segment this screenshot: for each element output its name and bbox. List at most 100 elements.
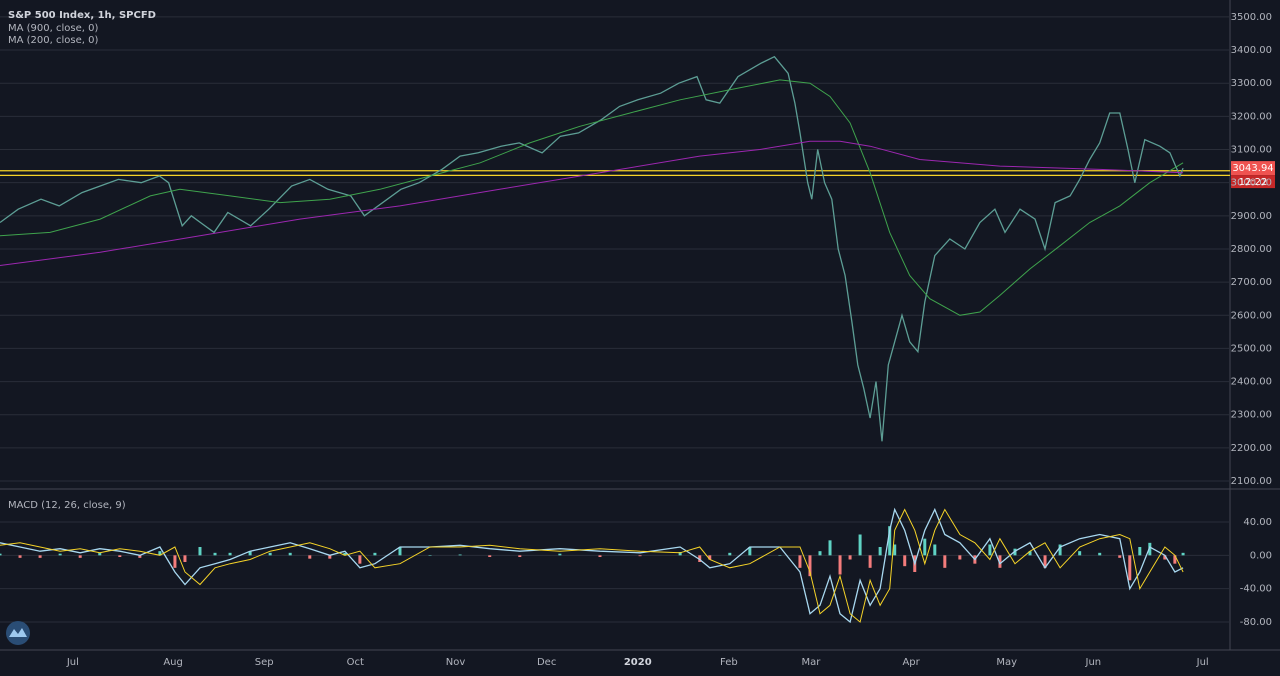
histogram-bar <box>1098 552 1102 556</box>
x-tick-label: Dec <box>537 657 556 668</box>
histogram-bar <box>1043 555 1047 568</box>
y-tick-label: 2600.00 <box>1231 310 1272 321</box>
series-line <box>0 79 1184 316</box>
y-tick-label: 3500.00 <box>1231 12 1272 23</box>
histogram-bar <box>343 552 347 556</box>
last-price-label: 3043.94 <box>1232 163 1273 174</box>
x-tick-label: May <box>996 657 1017 668</box>
histogram-bar <box>828 540 832 556</box>
histogram-bar <box>373 552 377 556</box>
logo-icon <box>9 628 27 637</box>
histogram-bar <box>878 547 882 556</box>
histogram-bar <box>18 555 22 558</box>
x-tick-label: Sep <box>255 657 274 668</box>
histogram-bar <box>458 554 462 556</box>
y-tick-label: 3300.00 <box>1231 78 1272 89</box>
y-tick-label: 2700.00 <box>1231 277 1272 288</box>
countdown-label: 12:22 <box>1239 177 1268 188</box>
histogram-bar <box>98 552 102 556</box>
histogram-bar <box>268 552 272 556</box>
histogram-bar <box>118 555 122 557</box>
legend-entry: MA (200, close, 0) <box>8 35 98 46</box>
histogram-bar <box>213 552 217 556</box>
x-tick-label: Feb <box>720 657 738 668</box>
y-tick-label: -40.00 <box>1240 584 1272 595</box>
histogram-bar <box>288 552 292 556</box>
histogram-bar <box>698 555 702 562</box>
y-tick-label: 3200.00 <box>1231 111 1272 122</box>
histogram-bar <box>78 555 82 558</box>
histogram-bar <box>998 555 1002 568</box>
histogram-bar <box>38 555 42 558</box>
y-tick-label: 2500.00 <box>1231 343 1272 354</box>
histogram-bar <box>708 555 712 560</box>
histogram-bar <box>888 526 892 556</box>
x-tick-label: Jul <box>1196 657 1209 668</box>
y-tick-label: 2400.00 <box>1231 377 1272 388</box>
histogram-bar <box>398 547 402 556</box>
histogram-bar <box>1028 551 1032 556</box>
histogram-bar <box>808 555 812 577</box>
histogram-bar <box>1078 551 1082 556</box>
labels: Jul Aug Sep Oct Nov Dec 2020 Feb Mar Apr May Jun Jul… <box>8 10 1274 668</box>
histogram-bar <box>778 555 782 556</box>
histogram-bar <box>748 547 752 556</box>
histogram-bar <box>923 538 927 556</box>
histogram-bar <box>1163 555 1167 560</box>
y-tick-label: 2100.00 <box>1231 476 1272 487</box>
y-tick-label: 40.00 <box>1243 517 1272 528</box>
x-tick-label: Mar <box>801 657 821 668</box>
histogram-bar <box>858 534 862 556</box>
chart-title: S&P 500 Index, 1h, SPCFD <box>8 10 156 21</box>
histogram-bar <box>868 555 872 568</box>
histogram-bar <box>173 555 177 568</box>
series-line <box>0 508 1184 623</box>
y-tick-label: 3400.00 <box>1231 45 1272 56</box>
x-tick-label: Jul <box>66 657 79 668</box>
histogram-bar <box>678 552 682 556</box>
histogram-bar <box>1181 552 1185 556</box>
y-tick-label: 2300.00 <box>1231 410 1272 421</box>
histogram-bar <box>558 553 562 556</box>
histogram-bar <box>638 555 642 557</box>
histogram-bar <box>958 555 962 560</box>
x-tick-label: Apr <box>902 657 920 668</box>
histogram-bar <box>198 547 202 556</box>
x-tick-label: Oct <box>347 657 364 668</box>
histogram-bar <box>328 555 332 559</box>
y-tick-label: 2900.00 <box>1231 211 1272 222</box>
histogram-bar <box>1058 544 1062 556</box>
histogram-bar <box>598 555 602 557</box>
grid <box>0 16 1230 623</box>
histogram-bar <box>158 551 162 556</box>
y-tick-label: -80.00 <box>1240 617 1272 628</box>
x-tick-label: Jun <box>1085 657 1102 668</box>
x-tick-label: Aug <box>163 657 183 668</box>
countdown-box <box>1231 175 1275 189</box>
histogram-bar <box>183 555 187 562</box>
histogram-bar <box>488 555 492 557</box>
histogram-bar <box>933 544 937 556</box>
histogram-bar <box>893 544 897 556</box>
histogram-bar <box>0 553 2 556</box>
x-tick-label: Nov <box>446 657 466 668</box>
y-tick-label: 2800.00 <box>1231 244 1272 255</box>
histogram-bar <box>518 555 522 557</box>
histogram-bar <box>1128 555 1132 581</box>
series-line <box>0 507 1184 624</box>
histogram-bar <box>308 555 312 559</box>
histogram-bar <box>1118 555 1122 558</box>
logo[interactable] <box>6 621 30 645</box>
histogram-bar <box>228 552 232 556</box>
histogram-bar <box>428 555 432 556</box>
histogram-bar <box>138 555 142 558</box>
histogram-bar <box>248 551 252 556</box>
histogram-bar <box>903 555 907 567</box>
histogram-bar <box>838 555 842 575</box>
x-tick-label: 2020 <box>624 657 652 668</box>
legend-entry: MA (900, close, 0) <box>8 23 98 34</box>
histogram-bar <box>1173 555 1177 564</box>
plot <box>0 55 1275 624</box>
